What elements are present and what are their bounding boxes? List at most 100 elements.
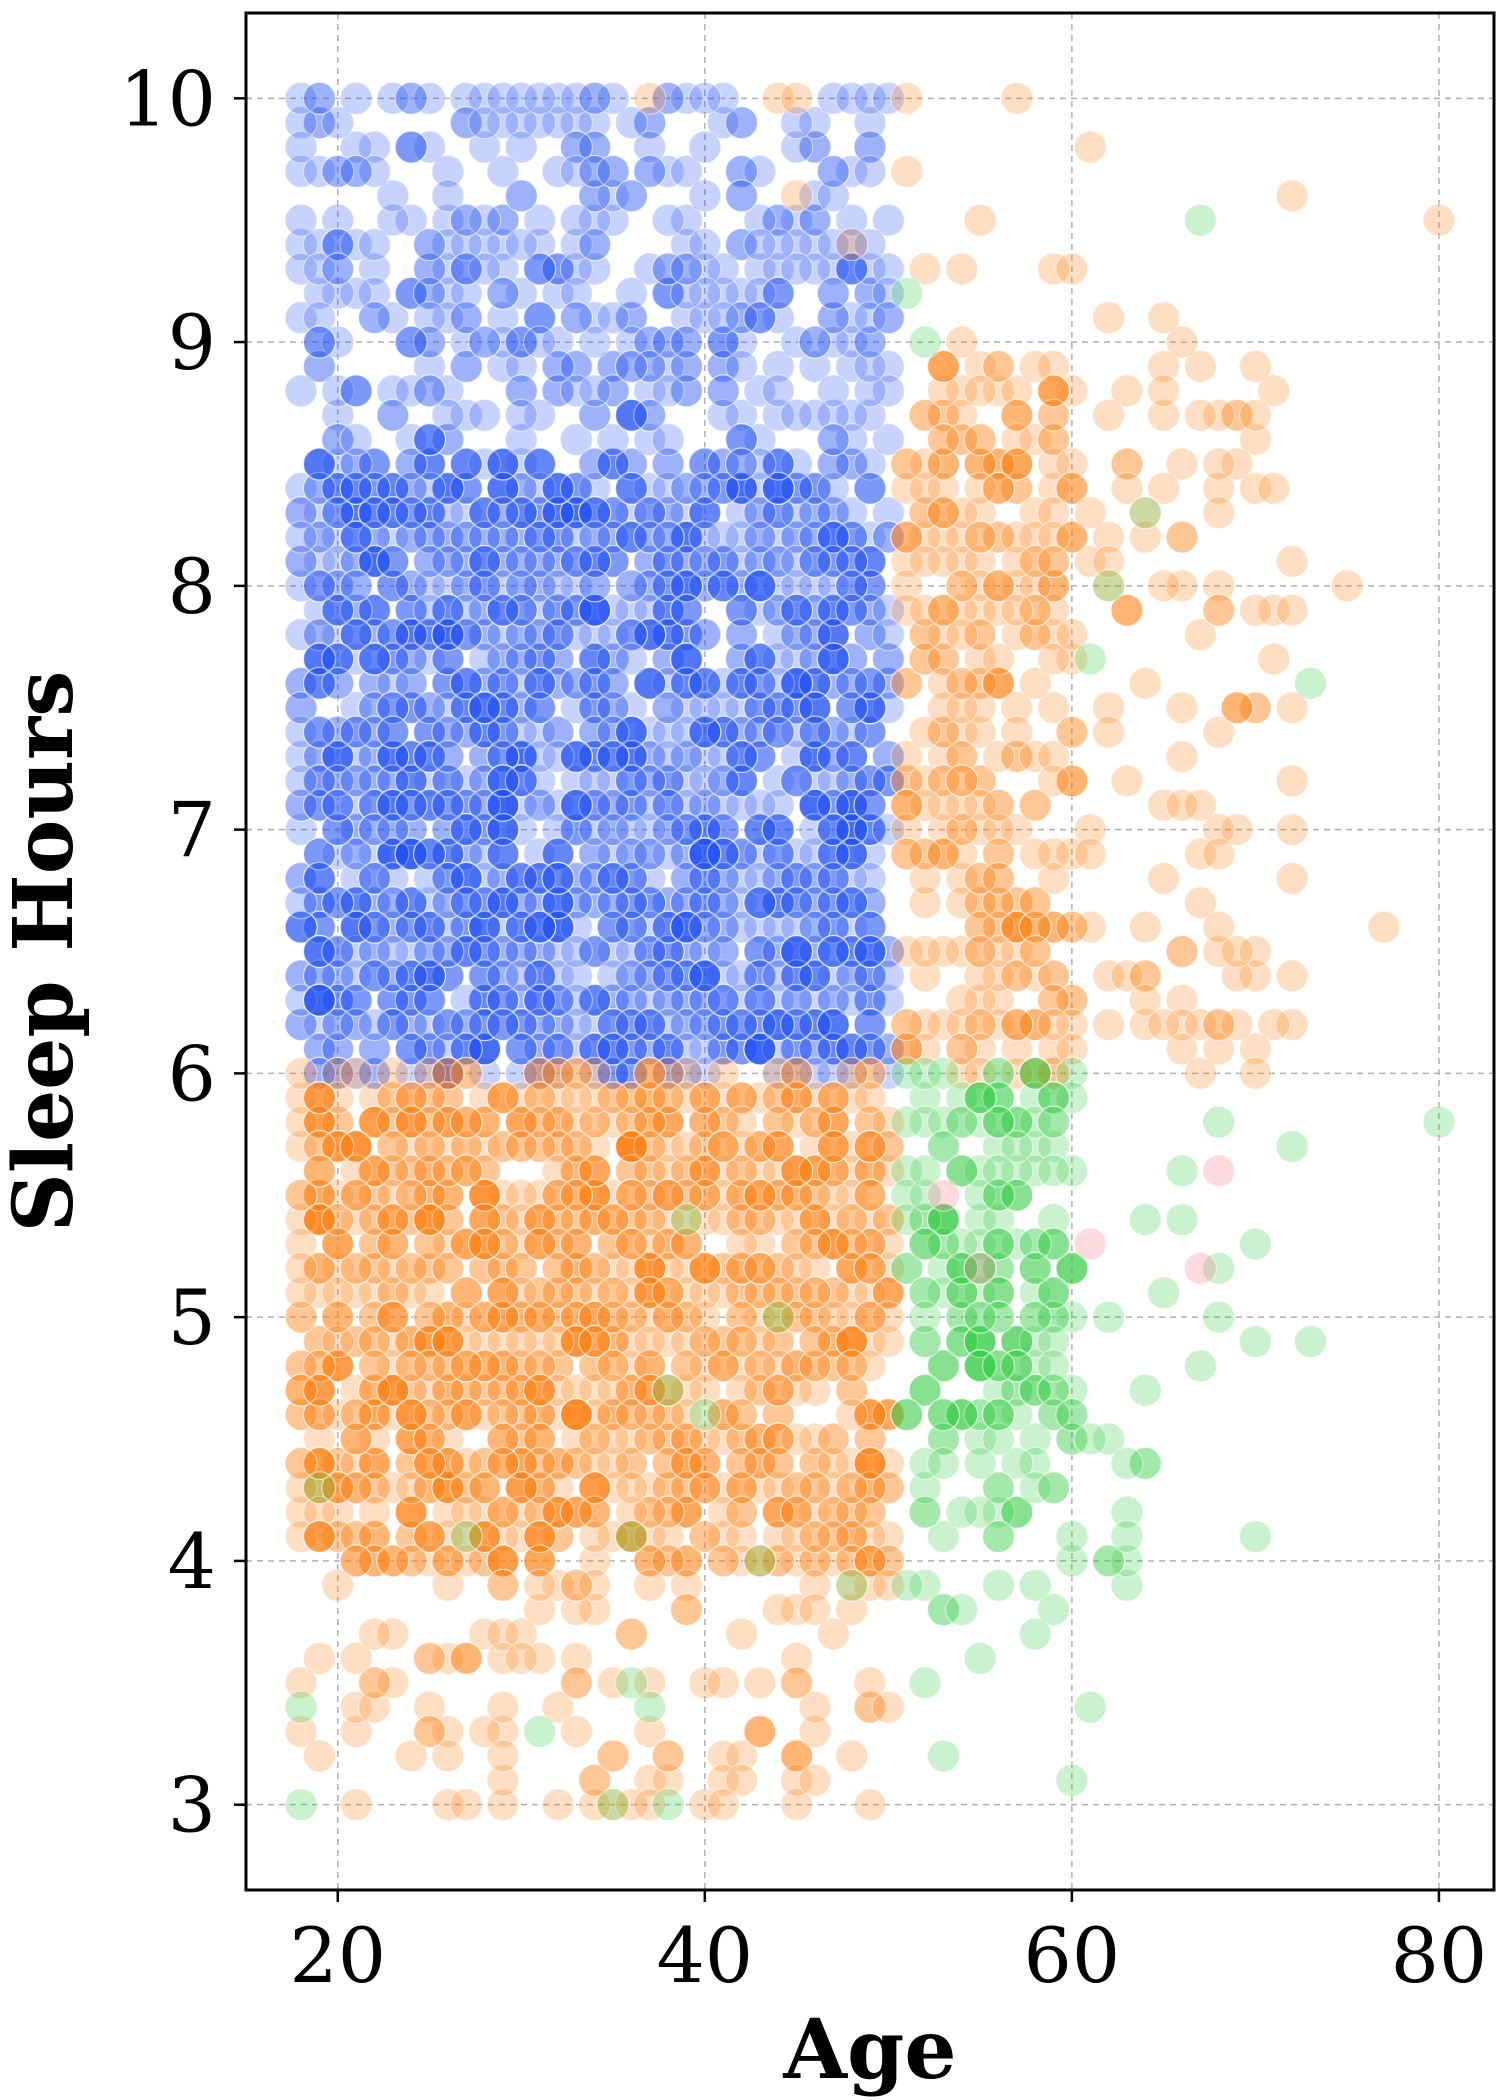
orange-point xyxy=(798,1324,832,1359)
orange-point xyxy=(449,1788,483,1822)
blue-point xyxy=(779,934,814,969)
orange-point xyxy=(871,1690,905,1724)
orange-point xyxy=(596,1739,630,1773)
green-point xyxy=(963,1081,997,1115)
blue-point xyxy=(779,398,814,432)
orange-point xyxy=(1275,764,1309,798)
blue-point xyxy=(578,374,612,408)
orange-point xyxy=(614,1129,649,1164)
blue-point xyxy=(853,788,887,822)
orange-point xyxy=(1091,715,1126,749)
orange-point xyxy=(688,1324,722,1359)
orange-point xyxy=(688,1666,722,1700)
orange-point xyxy=(1091,398,1126,432)
green-point xyxy=(890,1056,924,1090)
blue-point xyxy=(284,374,318,408)
green-point xyxy=(1000,1178,1034,1212)
blue-point xyxy=(449,203,483,237)
orange-point xyxy=(523,1105,557,1139)
orange-point xyxy=(890,1008,924,1042)
orange-point xyxy=(394,1398,428,1432)
green-point xyxy=(743,1544,777,1578)
orange-point xyxy=(339,1129,373,1164)
orange-point xyxy=(1238,398,1273,432)
blue-point xyxy=(798,544,832,579)
blue-point xyxy=(449,301,483,335)
blue-point xyxy=(449,496,483,530)
blue-point xyxy=(743,520,777,554)
blue-point xyxy=(412,691,447,725)
green-point xyxy=(1091,569,1126,603)
blue-point xyxy=(541,983,575,1017)
green-point xyxy=(963,1300,997,1334)
orange-point xyxy=(798,1227,832,1261)
blue-point xyxy=(467,569,502,603)
orange-point xyxy=(412,1446,447,1481)
y-tick-label: 6 xyxy=(168,1029,216,1118)
x-tick-label: 40 xyxy=(656,1911,753,2000)
orange-point xyxy=(981,861,1016,895)
blue-point xyxy=(449,252,483,286)
blue-point xyxy=(284,813,318,847)
orange-point xyxy=(1165,739,1199,774)
orange-point xyxy=(1147,569,1181,603)
blue-point xyxy=(688,1056,722,1090)
orange-point xyxy=(1055,715,1089,749)
green-point xyxy=(1147,1276,1181,1310)
blue-point xyxy=(321,886,355,920)
orange-point xyxy=(339,1544,373,1578)
blue-point xyxy=(412,983,447,1017)
blue-point xyxy=(578,520,612,554)
green-point xyxy=(1073,1690,1107,1724)
blue-point xyxy=(467,666,502,700)
blue-point xyxy=(578,447,612,481)
orange-point xyxy=(321,1300,355,1334)
blue-point xyxy=(835,739,869,774)
blue-point xyxy=(688,81,722,115)
blue-point xyxy=(688,544,722,579)
green-point xyxy=(651,1373,685,1407)
y-tick-label: 10 xyxy=(119,54,216,143)
blue-point xyxy=(504,886,538,920)
orange-point xyxy=(559,1714,593,1749)
orange-point xyxy=(1183,398,1217,432)
blue-point xyxy=(743,569,777,603)
orange-point xyxy=(633,1276,667,1310)
blue-point xyxy=(339,715,373,749)
orange-point xyxy=(1055,764,1089,798)
blue-point xyxy=(614,691,649,725)
blue-point xyxy=(614,349,649,384)
orange-point xyxy=(1165,691,1199,725)
orange-point xyxy=(394,1349,428,1383)
blue-point xyxy=(357,959,392,993)
blue-point xyxy=(816,276,850,310)
orange-point xyxy=(963,203,997,237)
orange-point xyxy=(1275,179,1309,213)
blue-point xyxy=(724,691,759,725)
green-point xyxy=(284,1788,318,1822)
blue-point xyxy=(871,691,905,725)
orange-point xyxy=(1147,861,1181,895)
blue-point xyxy=(614,959,649,993)
blue-point xyxy=(871,666,905,700)
y-tick-label: 4 xyxy=(168,1517,216,1606)
blue-point xyxy=(412,593,447,627)
blue-point xyxy=(669,593,704,627)
blue-point xyxy=(357,886,392,920)
orange-point xyxy=(963,520,997,554)
green-point xyxy=(963,1641,997,1676)
blue-point xyxy=(284,203,318,237)
orange-point xyxy=(1073,496,1107,530)
blue-point xyxy=(284,886,318,920)
grid-lines xyxy=(246,13,1494,1890)
green-point xyxy=(688,1398,722,1432)
blue-point xyxy=(853,471,887,505)
blue-point xyxy=(339,520,373,554)
blue-point xyxy=(302,81,337,115)
green-point xyxy=(963,1446,997,1481)
orange-point xyxy=(633,81,667,115)
green-point xyxy=(1293,1324,1328,1359)
blue-point xyxy=(798,983,832,1017)
green-point xyxy=(1055,1763,1089,1797)
blue-point xyxy=(706,374,740,408)
